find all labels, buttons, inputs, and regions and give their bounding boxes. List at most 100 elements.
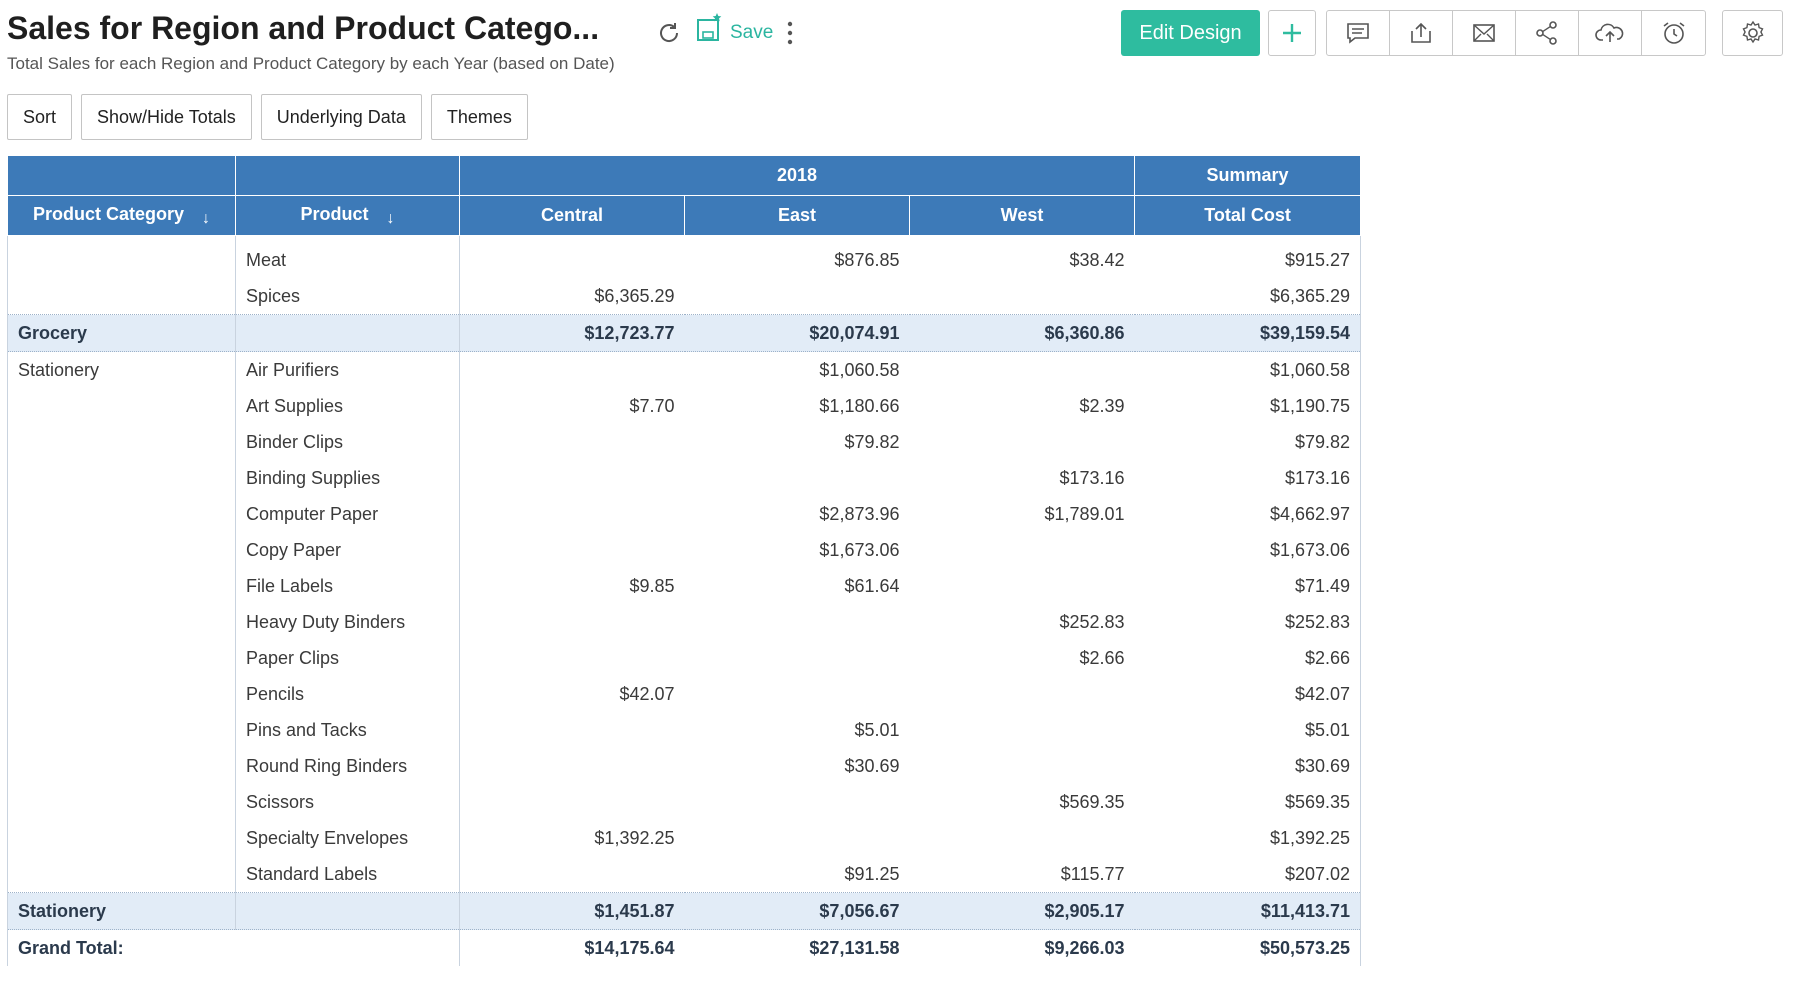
add-button[interactable]: [1268, 10, 1316, 56]
total-cell: $2.66: [1134, 640, 1362, 676]
total-cell: $39,159.54: [1134, 314, 1362, 352]
east-cell: $5.01: [854, 719, 900, 740]
table-row: Computer Paper $2,873.96 $1,789.01 $4,662.9…: [7, 496, 1362, 532]
grand-total-east: $27,131.58: [809, 937, 900, 958]
plus-icon: [1283, 24, 1301, 42]
themes-button[interactable]: Themes: [430, 94, 528, 140]
west-cell: [910, 352, 1135, 389]
product-cell: [235, 314, 460, 352]
product-cell: Computer Paper: [235, 496, 460, 532]
subtotal-row: Grocery $12,723.77 $20,074.91 $6,360.86 $39,…: [7, 314, 1362, 352]
central-cell: [460, 496, 685, 532]
category-cell: [7, 532, 236, 568]
product-cell: Scissors: [235, 784, 460, 820]
table-row: Binding Supplies $173.16 $173.16: [7, 460, 1362, 496]
west-cell: [910, 748, 1135, 784]
show-hide-totals-button[interactable]: Show/Hide Totals: [81, 94, 252, 140]
action-icon-group: [1326, 10, 1706, 56]
table-row: Heavy Duty Binders $252.83 $252.83: [7, 604, 1362, 640]
central-cell: $7.70: [629, 395, 675, 416]
central-cell: $42.07: [619, 683, 675, 704]
west-cell: $6,360.86: [909, 314, 1135, 352]
west-cell: $2.66: [1079, 647, 1125, 668]
central-cell: [460, 532, 685, 568]
west-cell: [910, 676, 1135, 712]
save-icon[interactable]: [695, 12, 725, 42]
table-row: Pencils $42.07 $42.07: [7, 676, 1362, 712]
total-cell: $1,060.58: [1134, 351, 1362, 388]
west-cell: [910, 712, 1135, 748]
category-cell: [7, 424, 236, 460]
category-cell: [7, 496, 236, 532]
product-cell: Binding Supplies: [235, 460, 460, 496]
central-cell: [460, 748, 685, 784]
grand-total-central: $14,175.64: [584, 937, 675, 958]
column-header-east[interactable]: East: [684, 195, 910, 236]
column-header-label: Product: [300, 203, 369, 224]
category-cell: [7, 820, 236, 856]
grand-total-west: $9,266.03: [1044, 937, 1125, 958]
edit-design-button[interactable]: Edit Design: [1121, 10, 1260, 56]
table-row: Copy Paper $1,673.06 $1,673.06: [7, 532, 1362, 568]
more-vertical-icon[interactable]: [775, 18, 805, 48]
settings-button[interactable]: [1722, 10, 1783, 56]
schedule-alarm-icon: [1663, 22, 1684, 44]
table-row: Spices $6,365.29 $6,365.29: [7, 278, 1362, 315]
category-cell: [7, 856, 236, 893]
category-cell: Stationery: [7, 892, 236, 930]
central-cell: [460, 712, 685, 748]
sort-button[interactable]: Sort: [7, 94, 73, 140]
table-row: Meat $876.85 $38.42 $915.27: [7, 235, 1362, 279]
comment-button[interactable]: [1327, 11, 1390, 55]
category-cell: [7, 640, 236, 676]
category-cell: [7, 460, 236, 496]
header-year: 2018: [458, 155, 1136, 196]
east-cell: $1,673.06: [819, 539, 900, 560]
page-subtitle: Total Sales for each Region and Product …: [7, 54, 615, 73]
west-cell: $38.42: [1069, 249, 1125, 270]
column-header-central[interactable]: Central: [459, 195, 685, 236]
share-button[interactable]: [1516, 11, 1579, 55]
category-cell: Grocery: [7, 314, 236, 352]
total-cell: $30.69: [1134, 748, 1362, 784]
category-cell: [7, 748, 236, 784]
product-cell: Meat: [235, 235, 460, 278]
total-cell: $915.27: [1134, 235, 1362, 278]
total-cell: $207.02: [1134, 856, 1362, 893]
publish-button[interactable]: [1579, 11, 1642, 55]
export-button[interactable]: [1390, 11, 1453, 55]
category-cell: [7, 278, 236, 315]
column-header-product[interactable]: Product ↓: [235, 195, 460, 236]
central-cell: $1,451.87: [459, 892, 685, 930]
save-button[interactable]: Save: [730, 22, 774, 43]
grand-total-row: Grand Total: $14,175.64 $27,131.58 $9,26…: [7, 929, 1362, 966]
total-cell: $1,392.25: [1134, 820, 1362, 856]
east-cell: [685, 784, 910, 820]
column-header-total-cost[interactable]: Total Cost: [1134, 195, 1362, 236]
sort-down-arrow-icon[interactable]: ↓: [202, 209, 211, 227]
schedule-button[interactable]: [1642, 11, 1705, 55]
central-cell: $12,723.77: [459, 314, 685, 352]
east-cell: [685, 676, 910, 712]
refresh-icon[interactable]: [654, 18, 684, 48]
east-cell: [685, 604, 910, 640]
east-cell: $30.69: [844, 755, 900, 776]
column-header-west[interactable]: West: [908, 195, 1136, 236]
central-cell: [460, 236, 685, 279]
column-header-product-category[interactable]: Product Category ↓: [7, 195, 236, 236]
email-button[interactable]: [1453, 11, 1516, 55]
total-cell: $79.82: [1134, 424, 1362, 460]
comment-icon: [1347, 23, 1369, 44]
table-row: Pins and Tacks $5.01 $5.01: [7, 712, 1362, 748]
product-cell: File Labels: [235, 568, 460, 604]
gear-icon: [1742, 20, 1763, 44]
total-cell: $173.16: [1134, 460, 1362, 496]
sort-down-arrow-icon[interactable]: ↓: [386, 209, 395, 227]
product-cell: Heavy Duty Binders: [235, 604, 460, 640]
underlying-data-button[interactable]: Underlying Data: [260, 94, 422, 140]
category-cell: [7, 235, 236, 278]
total-cell: $252.83: [1134, 604, 1362, 640]
central-cell: $9.85: [629, 575, 675, 596]
table-row: Scissors $569.35 $569.35: [7, 784, 1362, 820]
east-cell: $20,074.91: [684, 314, 910, 352]
